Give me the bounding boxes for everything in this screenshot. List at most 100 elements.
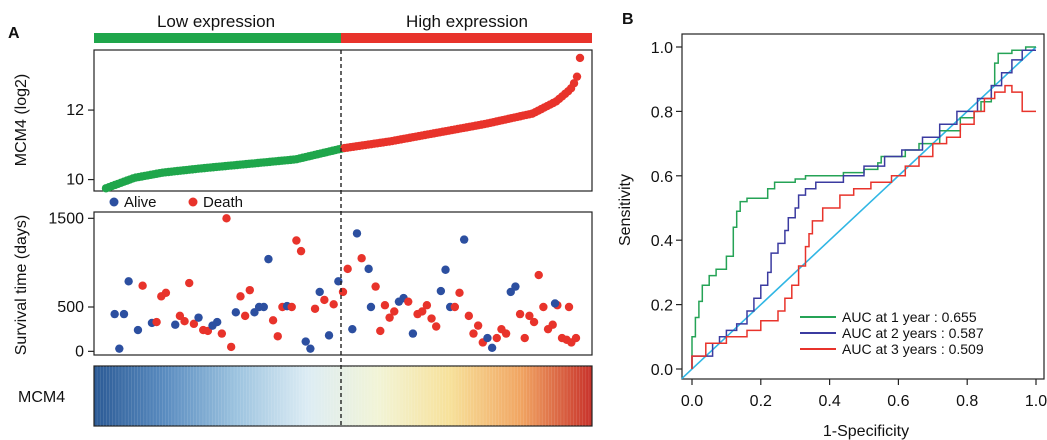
alive-point xyxy=(306,344,315,353)
alive-point xyxy=(436,286,446,296)
heatmap-label: MCM4 xyxy=(18,389,65,406)
death-point xyxy=(329,300,338,309)
alive-point xyxy=(324,331,334,340)
death-point xyxy=(418,307,427,316)
death-point xyxy=(455,288,464,298)
death-point xyxy=(310,304,320,313)
risk-score-plot: 10 12 MCM4 (log2) xyxy=(13,49,593,193)
death-point xyxy=(385,313,394,322)
roc-x-tick-label: 0.0 xyxy=(681,393,703,410)
death-point xyxy=(273,332,282,341)
roc-legend-label: AUC at 2 years : 0.587 xyxy=(842,325,984,341)
survival-y-tick-label: 500 xyxy=(57,299,84,316)
alive-point xyxy=(194,313,203,322)
roc-y-tick-label: 0.0 xyxy=(651,362,673,379)
risk-point xyxy=(575,53,585,63)
roc-y-tick-label: 0.6 xyxy=(651,169,673,186)
death-point xyxy=(189,319,199,329)
death-point xyxy=(515,309,525,319)
death-point xyxy=(180,316,189,326)
expression-group-band: Low expression High expression xyxy=(94,12,592,43)
high-expression-band xyxy=(341,33,592,43)
roc-curve-2-years xyxy=(691,49,1036,369)
death-point xyxy=(464,311,474,321)
alive-point xyxy=(550,299,560,308)
roc-y-tick-label: 0.8 xyxy=(651,104,673,121)
alive-point xyxy=(315,287,324,297)
death-point xyxy=(240,311,250,321)
roc-plot: 0.0 0.2 0.4 0.6 0.8 1.0 0.0 0.2 0.4 0.6 0.8 1.0 AUC… xyxy=(617,33,1047,440)
survival-status-plot: 0 500 1500 Survival time (days) xyxy=(13,210,593,360)
death-point xyxy=(380,301,390,310)
low-expression-label: Low expression xyxy=(157,12,275,31)
high-expression-label: High expression xyxy=(406,12,528,31)
alive-legend-marker xyxy=(109,197,119,207)
roc-plot-frame xyxy=(681,33,1045,380)
roc-x-tick-label: 0.8 xyxy=(956,393,978,410)
death-point xyxy=(529,317,539,327)
alive-point xyxy=(408,329,418,338)
alive-point xyxy=(441,265,450,274)
alive-point xyxy=(133,325,143,335)
death-point xyxy=(564,302,574,312)
death-point xyxy=(268,316,278,325)
roc-curve-3-years xyxy=(691,84,1036,369)
death-point xyxy=(390,307,399,316)
death-point xyxy=(520,333,529,343)
alive-point xyxy=(364,264,373,274)
death-point xyxy=(292,236,301,245)
alive-point xyxy=(124,277,133,286)
death-point xyxy=(432,322,441,331)
survival-y-tick-label: 0 xyxy=(75,343,84,360)
death-point xyxy=(226,342,236,352)
death-point xyxy=(161,288,171,298)
roc-x-tick-label: 0.4 xyxy=(818,393,840,410)
roc-x-tick-label: 0.6 xyxy=(887,393,909,410)
alive-point xyxy=(487,343,497,352)
death-point xyxy=(371,282,380,291)
roc-y-tick-label: 0.4 xyxy=(651,233,673,250)
survival-y-axis-title: Survival time (days) xyxy=(13,215,30,355)
alive-point xyxy=(115,344,124,353)
survival-plot-frame xyxy=(93,211,593,356)
death-point xyxy=(492,333,501,343)
death-point xyxy=(422,301,432,310)
roc-x-tick-label: 1.0 xyxy=(1025,393,1047,410)
death-point xyxy=(450,302,460,312)
alive-point xyxy=(119,309,129,319)
death-point xyxy=(539,302,548,312)
death-point xyxy=(296,246,306,256)
risk-point xyxy=(569,79,579,88)
death-point xyxy=(245,285,254,295)
death-point xyxy=(357,254,366,263)
death-point xyxy=(473,321,483,330)
alive-point xyxy=(352,229,362,238)
death-point xyxy=(320,295,329,305)
risk-y-tick-label: 10 xyxy=(66,172,84,189)
death-point xyxy=(534,270,543,280)
survival-y-tick-label: 1500 xyxy=(48,210,84,227)
alive-point xyxy=(171,320,180,329)
death-point xyxy=(236,292,245,301)
death-point xyxy=(152,317,161,327)
death-point xyxy=(548,320,557,329)
death-point xyxy=(376,326,385,336)
alive-point xyxy=(366,302,376,312)
roc-y-axis-title: Sensitivity xyxy=(617,174,634,246)
death-point xyxy=(338,287,348,297)
alive-point xyxy=(264,254,273,264)
risk-plot-frame xyxy=(93,49,593,192)
alive-point xyxy=(110,309,119,319)
death-point xyxy=(217,329,227,338)
death-point xyxy=(501,329,511,338)
death-point xyxy=(571,333,581,343)
alive-point xyxy=(511,282,520,291)
death-point xyxy=(287,302,296,312)
alive-legend-label: Alive xyxy=(124,194,157,211)
roc-y-tick-label: 0.2 xyxy=(651,298,673,315)
alive-point xyxy=(483,333,492,343)
death-point xyxy=(138,281,147,290)
alive-point xyxy=(259,302,268,312)
roc-y-tick-label: 1.0 xyxy=(651,40,673,57)
